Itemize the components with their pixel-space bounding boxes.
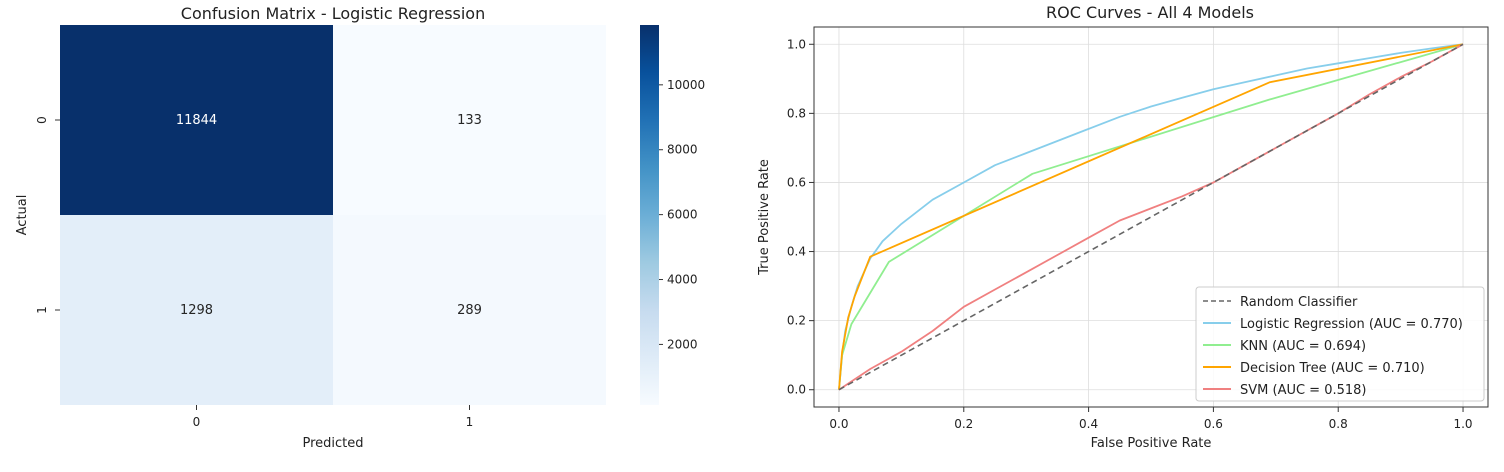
- roc-y-tick-label: 0.6: [787, 175, 806, 189]
- colorbar-tick-label: 4000: [667, 273, 698, 287]
- roc-series-line: [838, 43, 1464, 391]
- colorbar-tick-label: 10000: [667, 78, 705, 92]
- roc-y-ticks: 0.0 0.2 0.4 0.6 0.8 1.0: [787, 37, 814, 397]
- roc-x-tick-label: 0.4: [1079, 417, 1098, 431]
- cm-y-ticks: 01: [35, 116, 60, 314]
- roc-y-tick-label: 0.0: [787, 383, 806, 397]
- roc-y-tick-label: 1.0: [787, 37, 806, 51]
- roc-x-tick-label: 0.0: [829, 417, 848, 431]
- roc-series-line: [838, 43, 1464, 391]
- cm-cells: 11844 133 1298 289: [60, 25, 606, 405]
- roc-x-ticks: 0.0 0.2 0.4 0.6 0.8 1.0: [829, 407, 1473, 431]
- roc-series-line: [838, 43, 1464, 390]
- roc-x-tick-label: 0.2: [954, 417, 973, 431]
- roc-title: ROC Curves - All 4 Models: [1046, 3, 1254, 22]
- cm-cell-value: 11844: [176, 113, 217, 128]
- cm-cell-1-0: [60, 215, 333, 405]
- roc-legend: Random Classifier Logistic Regression (AU…: [1195, 286, 1485, 402]
- roc-x-label: False Positive Rate: [1091, 436, 1212, 451]
- legend-box: [1195, 286, 1485, 402]
- legend-label: SVM (AUC = 0.518): [1240, 383, 1367, 398]
- cm-cell-value: 133: [457, 113, 482, 128]
- legend-label: Logistic Regression (AUC = 0.770): [1240, 317, 1463, 332]
- legend-label: KNN (AUC = 0.694): [1240, 339, 1366, 354]
- cm-y-tick-label: 1: [35, 306, 49, 314]
- roc-x-tick-label: 0.8: [1329, 417, 1348, 431]
- cm-cell-1-1: [333, 215, 606, 405]
- colorbar: [640, 25, 659, 405]
- cm-cell-0-1: [333, 25, 606, 215]
- colorbar-tick-label: 8000: [667, 143, 698, 157]
- roc-y-tick-label: 0.4: [787, 245, 806, 259]
- roc-y-label: True Positive Rate: [757, 159, 772, 276]
- colorbar-ticks: 2000 4000 6000 8000 10000: [659, 78, 705, 351]
- cm-cell-value: 1298: [180, 303, 213, 318]
- roc-plot-frame: [813, 26, 1489, 408]
- cm-x-tick-label: 1: [466, 415, 474, 429]
- roc-lines: [838, 43, 1464, 391]
- roc-x-tick-label: 1.0: [1453, 417, 1472, 431]
- cm-x-label: Predicted: [302, 436, 363, 451]
- colorbar-tick-label: 2000: [667, 337, 698, 351]
- cm-x-tick-label: 0: [193, 415, 201, 429]
- cm-cell-value: 289: [457, 303, 482, 318]
- colorbar-tick-label: 6000: [667, 208, 698, 222]
- legend-items: Random Classifier Logistic Regression (AU…: [1203, 295, 1463, 398]
- legend-label: Random Classifier: [1240, 295, 1358, 310]
- roc-x-tick-label: 0.6: [1204, 417, 1223, 431]
- cm-cell-0-0: [60, 25, 333, 215]
- roc-y-tick-label: 0.8: [787, 106, 806, 120]
- cm-y-label: Actual: [15, 195, 30, 236]
- cm-y-tick-label: 0: [35, 116, 49, 124]
- cm-title: Confusion Matrix - Logistic Regression: [181, 4, 485, 23]
- confusion-matrix-panel: Confusion Matrix - Logistic Regression 1…: [15, 4, 705, 451]
- roc-y-tick-label: 0.2: [787, 314, 806, 328]
- roc-panel: ROC Curves - All 4 Models 0.0 0.2 0.4 0.6 0.…: [757, 3, 1489, 451]
- legend-label: Decision Tree (AUC = 0.710): [1240, 361, 1425, 376]
